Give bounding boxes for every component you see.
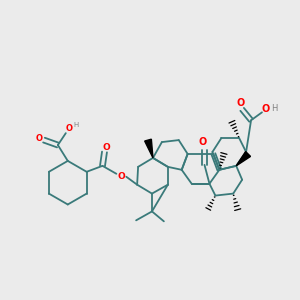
Text: O: O xyxy=(262,104,270,114)
Text: H: H xyxy=(73,122,78,128)
Polygon shape xyxy=(145,139,153,158)
Text: O: O xyxy=(198,137,207,147)
Text: O: O xyxy=(35,134,43,142)
Text: O: O xyxy=(236,98,244,108)
Text: O: O xyxy=(103,142,110,152)
Polygon shape xyxy=(236,152,250,166)
Text: O: O xyxy=(65,124,72,133)
Text: O: O xyxy=(117,172,125,181)
Text: H: H xyxy=(271,104,277,113)
